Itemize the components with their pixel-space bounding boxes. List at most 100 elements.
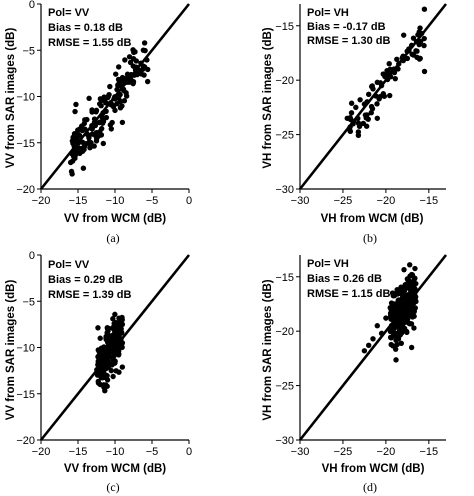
data-point xyxy=(366,91,372,98)
annotation-pol: Pol= VV xyxy=(48,259,90,271)
y-tick-label: −20 xyxy=(275,326,294,338)
data-point xyxy=(100,118,107,125)
data-point xyxy=(68,168,75,175)
x-tick-label: −10 xyxy=(106,195,125,207)
data-point xyxy=(402,283,408,290)
data-point xyxy=(98,103,104,109)
data-point xyxy=(95,380,102,386)
data-point xyxy=(388,334,394,341)
data-point xyxy=(396,61,402,67)
annotation-bias: Bias = -0.17 dB xyxy=(307,21,386,33)
x-tick-label: −20 xyxy=(377,446,396,458)
data-point xyxy=(89,131,96,137)
x-tick-label: −30 xyxy=(291,446,310,458)
annotation-bias: Bias = 0.18 dB xyxy=(48,22,123,34)
x-tick-label: −20 xyxy=(32,446,51,458)
reference-line xyxy=(298,254,448,441)
data-point xyxy=(381,93,388,99)
data-point xyxy=(116,369,122,375)
annotation-rmse: RMSE = 1.30 dB xyxy=(307,35,391,47)
data-point xyxy=(404,329,410,336)
y-tick-label: 0 xyxy=(29,250,35,262)
data-point xyxy=(145,66,151,73)
data-point xyxy=(100,365,106,371)
data-point xyxy=(136,67,142,74)
data-point xyxy=(113,71,119,77)
data-point xyxy=(110,325,116,331)
ticks-a: −20 −15 −10 −5 0 −20 −15 −10 −5 0 xyxy=(16,0,192,207)
data-point xyxy=(380,71,386,77)
data-point xyxy=(392,331,398,337)
y-tick-label: −15 xyxy=(275,272,294,284)
data-point xyxy=(131,49,137,56)
data-point xyxy=(416,55,423,62)
data-point xyxy=(394,56,400,62)
data-point xyxy=(144,57,150,63)
x-tick-label: −5 xyxy=(146,195,159,207)
data-point xyxy=(100,110,106,116)
data-point xyxy=(95,325,101,331)
data-point xyxy=(384,76,391,83)
data-point xyxy=(67,159,74,166)
data-point xyxy=(404,55,411,62)
data-point xyxy=(394,287,400,293)
data-point xyxy=(347,115,353,121)
data-point xyxy=(395,297,401,303)
data-point xyxy=(110,316,116,322)
points-d xyxy=(361,262,419,363)
data-point xyxy=(421,6,428,12)
data-point xyxy=(374,101,380,107)
data-point xyxy=(405,280,411,286)
data-point xyxy=(370,336,376,342)
data-point xyxy=(85,132,91,138)
points-b xyxy=(344,6,428,139)
data-point xyxy=(89,143,95,149)
data-point xyxy=(411,325,417,331)
data-point xyxy=(109,101,115,108)
data-point xyxy=(347,128,354,135)
data-point xyxy=(110,373,116,380)
data-point xyxy=(99,375,105,381)
panel-d: −30 −25 −20 −15 −30 −25 −20 −15 Pol= VH Bias = … xyxy=(262,254,448,494)
y-tick-label: −15 xyxy=(16,138,35,150)
data-point xyxy=(355,115,361,122)
data-point xyxy=(412,265,418,272)
data-point xyxy=(116,64,122,70)
data-point xyxy=(96,359,102,366)
data-point xyxy=(73,101,79,108)
data-point xyxy=(395,336,402,342)
data-point xyxy=(348,100,355,106)
data-point xyxy=(390,343,396,349)
x-tick-label: −10 xyxy=(106,446,125,458)
data-point xyxy=(120,86,127,93)
annotation-rmse: RMSE = 1.15 dB xyxy=(307,288,391,300)
data-point xyxy=(77,150,83,157)
data-point xyxy=(102,388,108,394)
panel-label: (b) xyxy=(363,231,377,245)
data-point xyxy=(378,330,385,337)
data-point xyxy=(404,305,411,311)
data-point xyxy=(70,138,77,144)
data-point xyxy=(112,358,118,364)
data-point xyxy=(121,98,128,104)
data-point xyxy=(402,319,409,325)
data-point xyxy=(384,67,390,74)
data-point xyxy=(417,38,424,45)
data-point xyxy=(392,301,398,307)
y-tick-label: −30 xyxy=(275,184,294,196)
data-point xyxy=(368,103,375,110)
data-point xyxy=(348,110,355,116)
data-point xyxy=(398,311,405,317)
x-tick-label: 0 xyxy=(186,195,192,207)
data-point xyxy=(393,357,399,363)
y-tick-label: −25 xyxy=(275,130,294,142)
data-point xyxy=(356,123,363,130)
data-point xyxy=(126,54,133,60)
data-point xyxy=(410,280,417,286)
data-point xyxy=(98,355,104,361)
data-point xyxy=(364,99,370,105)
data-point xyxy=(347,124,353,130)
data-point xyxy=(377,80,384,86)
data-point xyxy=(107,338,113,345)
